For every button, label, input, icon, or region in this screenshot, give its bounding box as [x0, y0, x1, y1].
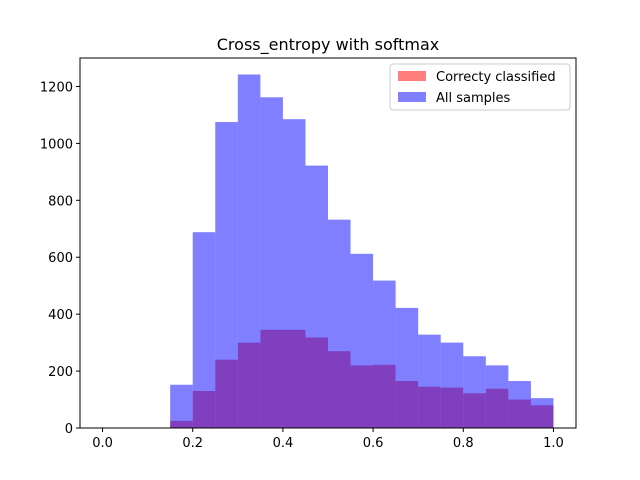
y-tick-label: 1000 — [40, 137, 73, 152]
x-tick-label: 0.4 — [273, 436, 294, 451]
y-tick-label: 400 — [48, 308, 73, 323]
y-tick-label: 200 — [48, 365, 73, 380]
y-tick-label: 800 — [48, 194, 73, 209]
chart-title: Cross_entropy with softmax — [217, 35, 439, 55]
bar-all-0 — [170, 384, 193, 428]
y-tick-label: 1200 — [40, 80, 73, 95]
plot-frame — [79, 57, 577, 429]
x-tick-label: 1.0 — [543, 436, 564, 451]
bar-all-3 — [237, 74, 261, 428]
x-tick-label: 0.0 — [92, 436, 113, 451]
bar-all-16 — [530, 398, 554, 428]
bar-all-2 — [215, 122, 238, 429]
legend-label-correct: Correcty classified — [436, 70, 556, 85]
legend: Correcty classified All samples — [389, 63, 571, 111]
bar-all-11 — [418, 334, 441, 428]
y-tick-label: 600 — [48, 251, 73, 266]
bar-all-7 — [328, 219, 351, 428]
bar-all-13 — [463, 356, 486, 428]
x-tick-label: 0.8 — [453, 436, 474, 451]
bar-all-4 — [260, 97, 283, 429]
legend-box — [389, 63, 571, 111]
bar-all-14 — [485, 365, 509, 428]
x-tick-label: 0.6 — [363, 436, 384, 451]
bar-all-12 — [440, 342, 464, 428]
legend-swatch-correct — [398, 71, 426, 81]
y-axis-ticks: 0 200 400 600 800 1000 1200 — [40, 80, 80, 437]
bar-all-8 — [350, 253, 374, 428]
bar-all-9 — [373, 280, 396, 428]
y-tick-label: 0 — [65, 422, 73, 437]
x-tick-label: 0.2 — [182, 436, 203, 451]
bar-all-15 — [508, 381, 531, 428]
legend-label-all: All samples — [436, 91, 511, 106]
legend-swatch-all — [398, 92, 426, 102]
bar-all-5 — [282, 119, 306, 428]
bar-all-6 — [305, 165, 328, 429]
bar-all-1 — [192, 232, 216, 428]
x-axis-ticks: 0.0 0.2 0.4 0.6 0.8 1.0 — [92, 428, 564, 451]
bars-layer — [170, 74, 554, 429]
bar-all-10 — [395, 307, 419, 428]
